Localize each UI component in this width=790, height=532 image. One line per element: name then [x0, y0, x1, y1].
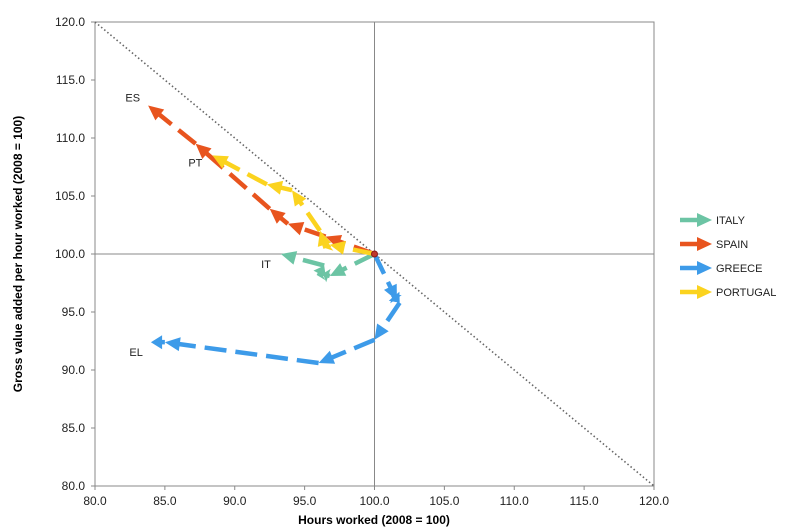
series-italy-segment-head [280, 251, 298, 265]
series-greece-segment-shaft [372, 253, 394, 290]
series-italy-segment [322, 268, 331, 283]
y-tick-label: 110.0 [56, 131, 85, 145]
x-tick-label: 95.0 [293, 494, 317, 508]
series-spain-segment [269, 208, 290, 226]
legend-label: ITALY [716, 215, 746, 227]
series-portugal-segment-head [317, 230, 332, 247]
x-axis-title: Hours worked (2008 = 100) [298, 513, 450, 527]
origin-marker [371, 250, 378, 258]
series-italy-segment [280, 251, 325, 268]
y-tick-label: 115.0 [56, 73, 85, 87]
y-tick-label: 105.0 [55, 189, 85, 203]
legend-marker-portugal-head [697, 285, 712, 299]
series-greece: EL [129, 253, 402, 366]
x-tick-label: 115.0 [570, 494, 599, 508]
series-portugal-segment [292, 190, 322, 233]
series-greece-segment [374, 301, 402, 340]
series-spain-segment [195, 143, 272, 211]
series-portugal-segment-shaft [222, 159, 268, 187]
series-italy-segment [313, 265, 326, 278]
x-tick-label: 120.0 [639, 494, 669, 508]
x-tick-label: 110.0 [500, 494, 529, 508]
series-portugal-segment [317, 230, 332, 249]
series-spain-segment-head [195, 143, 212, 159]
x-tick-label: 90.0 [223, 494, 247, 508]
series-italy-segment-head [322, 268, 331, 283]
y-tick-label: 100.0 [55, 247, 85, 261]
legend-marker-italy [680, 213, 712, 227]
x-tick-label: 80.0 [83, 494, 107, 508]
series-italy-segment-head [329, 263, 347, 276]
series-greece-segment-head [388, 291, 400, 303]
legend-marker-italy-head [697, 213, 712, 227]
series-end-label: EL [129, 347, 142, 359]
series-greece-segment [372, 253, 397, 301]
x-tick-label: 100.0 [359, 494, 389, 508]
legend-label: SPAIN [716, 239, 748, 251]
legend-marker-spain-head [697, 237, 712, 251]
y-tick-label: 120.0 [55, 15, 85, 29]
series-greece-segment-shaft [329, 337, 376, 361]
reference-line-0 [94, 21, 655, 487]
series-portugal-segment-head [329, 240, 346, 255]
series-spain-segment-head [287, 222, 305, 236]
x-tick-label: 105.0 [429, 494, 459, 508]
series-greece-segment [388, 291, 400, 303]
series-greece-segment-shaft [177, 341, 319, 366]
series-greece-segment-shaft [379, 301, 402, 331]
series-end-label: IT [261, 259, 271, 271]
legend: ITALY SPAIN GREECE PORTUGAL [680, 213, 776, 299]
y-tick-label: 90.0 [62, 363, 86, 377]
series-portugal-segment-shaft [297, 199, 322, 233]
y-axis-title: Gross value added per hour worked (2008 … [11, 116, 25, 392]
series-portugal-segment-head [212, 155, 229, 169]
legend-marker-spain [680, 237, 712, 251]
y-tick-label: 85.0 [62, 421, 86, 435]
legend-marker-greece-head [697, 261, 712, 275]
series-greece-segment [318, 337, 376, 364]
series-portugal-segment-head [266, 180, 284, 195]
legend-label: PORTUGAL [716, 287, 776, 299]
series-italy: IT [261, 251, 376, 283]
series-spain-segment-head [269, 208, 286, 224]
series-portugal-segment-head [324, 240, 334, 251]
legend-marker-greece [680, 261, 712, 275]
series-italy-segment [329, 251, 376, 276]
series-portugal-segment [212, 155, 268, 187]
y-tick-label: 95.0 [62, 305, 86, 319]
series-greece-segment [164, 337, 319, 366]
series-greece-segment-head [150, 335, 163, 350]
series-spain-segment [148, 105, 198, 146]
series-portugal-segment [329, 240, 375, 257]
series-end-label: ES [125, 93, 140, 105]
series-italy-segment-shaft [292, 255, 325, 268]
y-tick-label: 80.0 [62, 479, 86, 493]
series-portugal-segment-head [292, 190, 307, 207]
series-spain-segment-head [148, 105, 165, 121]
series-spain-segment-shaft [203, 150, 272, 211]
series-portugal-segment-shaft [342, 245, 375, 257]
series-greece-segment-head [374, 323, 389, 340]
series-end-label: PT [188, 157, 202, 169]
series-portugal-segment [324, 240, 334, 251]
series-portugal: PT [188, 155, 375, 257]
series-greece-segment-head [164, 337, 181, 352]
series-portugal-segment [266, 180, 293, 195]
series-greece-segment [150, 335, 165, 350]
series-italy-segment-shaft [340, 251, 376, 273]
legend-marker-portugal [680, 285, 712, 299]
x-tick-label: 85.0 [153, 494, 177, 508]
legend-label: GREECE [716, 263, 762, 275]
series-portugal-segment-shaft [279, 185, 293, 193]
series-spain-segment-shaft [156, 111, 198, 146]
series-greece-segment-head [318, 350, 336, 364]
series-italy-segment-head [313, 265, 326, 278]
